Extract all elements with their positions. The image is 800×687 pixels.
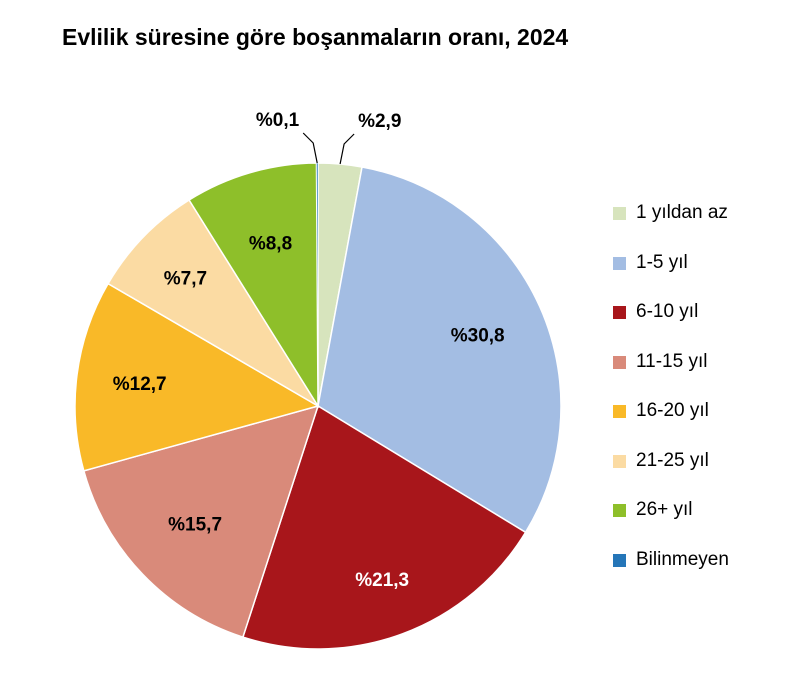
pie-slice-6-10-yil: [241, 404, 527, 650]
chart-title: Evlilik süresine göre boşanmaların oranı…: [62, 24, 569, 50]
data-labels: %2,9 %30,8 %21,3 %15,7 %12,7 %7,7 %8,8 %0,1: [113, 110, 505, 591]
legend-swatch: [613, 207, 626, 220]
legend-label: 1 yıldan az: [636, 202, 728, 223]
leader-lines: [302, 132, 355, 165]
data-label-1-5-yil: %30,8: [451, 326, 505, 347]
legend-label: 11-15 yıl: [636, 350, 708, 372]
pie-slice-16-20-yil: [74, 282, 320, 472]
legend-swatch: [613, 553, 626, 567]
pie-slice-11-15-yil: [82, 404, 320, 639]
legend-swatch: [613, 306, 626, 319]
legend-label: 16-20 yıl: [636, 400, 709, 421]
data-label-11-15-yil: %15,7: [168, 515, 222, 536]
pie-slice-26plus-yil: [188, 162, 319, 409]
leader-line-1-yildan-az: [339, 133, 355, 165]
data-label-21-25-yil: %7,7: [164, 269, 207, 290]
pie-slice-21-25-yil: [107, 198, 319, 407]
pie-slice-bilinmeyen: [316, 162, 319, 407]
data-label-6-10-yil: %21,3: [355, 570, 409, 591]
legend-swatch: [613, 405, 626, 418]
pie-slice-1-5-yil: [317, 166, 562, 534]
data-label-16-20-yil: %12,7: [113, 374, 167, 395]
legend-label: 26+ yıl: [636, 499, 693, 520]
leader-line-bilinmeyen: [302, 132, 318, 164]
legend-label: 6-10 yıl: [636, 301, 699, 322]
legend-label: 21-25 yıl: [636, 449, 709, 471]
pie-slices: [74, 162, 562, 650]
legend-swatch: [613, 256, 626, 270]
legend-label: Bilinmeyen: [636, 548, 729, 570]
data-label-bilinmeyen: %0,1: [256, 110, 300, 131]
data-label-26plus-yil: %8,8: [249, 234, 292, 255]
legend-swatch: [613, 504, 626, 517]
data-label-1-yildan-az: %2,9: [358, 111, 401, 132]
legend-label: 1-5 yıl: [636, 251, 688, 273]
legend-swatch: [613, 454, 626, 468]
legend-swatch: [613, 355, 626, 369]
